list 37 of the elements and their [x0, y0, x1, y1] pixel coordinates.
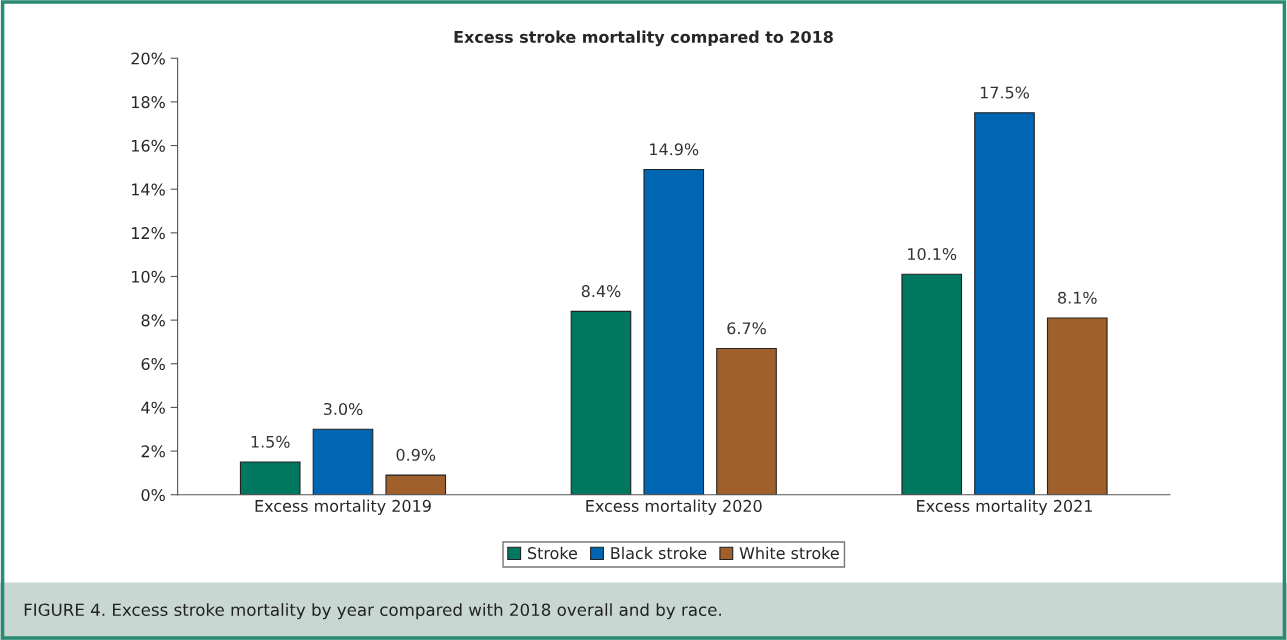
y-tick-label: 8% [141, 314, 165, 327]
x-tick-label: Excess mortality 2019 [255, 499, 431, 516]
data-label: 10.1% [908, 248, 957, 261]
bar [974, 112, 1035, 495]
legend-label: Stroke [528, 546, 578, 560]
bar [901, 273, 963, 495]
y-tick-label: 16% [132, 139, 165, 152]
bar [716, 347, 777, 495]
bar [312, 428, 374, 495]
y-tick-label: 4% [141, 401, 165, 414]
data-label: 8.1% [1058, 291, 1097, 304]
data-label: 3.0% [323, 402, 363, 416]
x-tick-label: Excess mortality 2020 [586, 499, 762, 516]
y-tick-label: 2% [141, 445, 165, 458]
data-label: 8.4% [581, 285, 621, 298]
y-tick-label: 6% [141, 357, 165, 371]
bar [643, 168, 705, 495]
bar [239, 461, 301, 495]
y-tick-label: 12% [132, 227, 165, 240]
bar [570, 310, 632, 495]
bar [385, 474, 447, 495]
bar [1046, 317, 1108, 495]
data-label: 6.7% [727, 322, 766, 335]
y-tick-label: 10% [132, 270, 165, 283]
y-tick-label: 20% [131, 52, 165, 65]
y-tick-label: 18% [132, 96, 165, 109]
y-tick-label: 14% [132, 183, 165, 196]
data-label: 0.9% [396, 448, 436, 461]
caption: FIGURE 4. Excess stroke mortality by year compared with 2018 overall and by race. [24, 603, 721, 620]
legend-label: White stroke [739, 546, 839, 560]
data-label: 17.5% [980, 86, 1029, 99]
x-tick-label: Excess mortality 2021 [917, 499, 1092, 516]
legend-label: Black stroke [611, 546, 707, 560]
data-label: 1.5% [251, 435, 290, 448]
chart-title: Excess stroke mortality compared to 2018 [454, 30, 833, 47]
y-tick-label: 0% [141, 488, 165, 502]
data-label: 14.9% [650, 143, 699, 156]
